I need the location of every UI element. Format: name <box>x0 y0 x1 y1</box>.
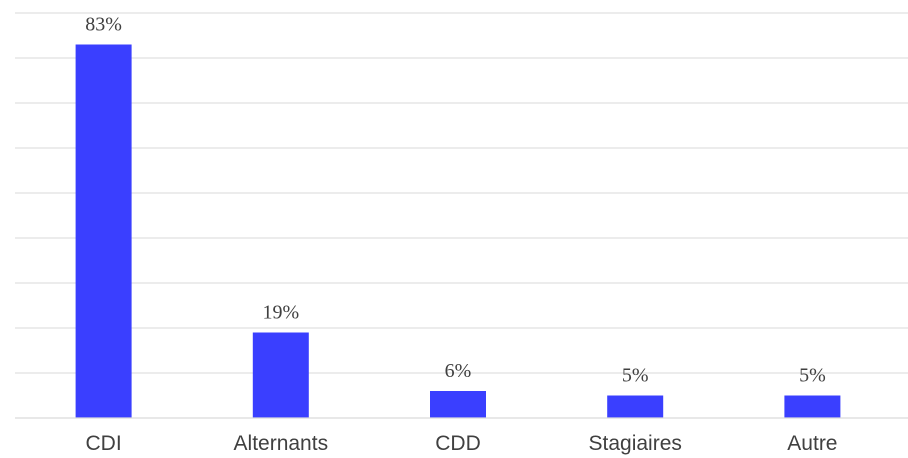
category-label-alternants: Alternants <box>234 432 329 455</box>
data-label-alternants: 19% <box>262 302 299 324</box>
bar-autre <box>784 395 841 418</box>
gridlines <box>15 12 908 374</box>
data-label-cdd: 6% <box>445 360 472 382</box>
category-label-cdi: CDI <box>86 432 122 455</box>
data-label-stagiaires: 5% <box>622 365 649 387</box>
bars <box>75 44 841 418</box>
category-label-autre: Autre <box>787 432 837 455</box>
category-labels: CDI Alternants CDD Stagiaires Autre <box>86 432 838 455</box>
category-label-cdd: CDD <box>435 432 481 455</box>
category-label-stagiaires: Stagiaires <box>589 432 682 455</box>
bar-alternants <box>252 332 309 418</box>
data-labels: 83% 19% 6% 5% 5% <box>85 14 825 387</box>
bar-cdi <box>75 44 132 418</box>
data-label-cdi: 83% <box>85 14 122 36</box>
bar-stagiaires <box>607 395 664 418</box>
data-label-autre: 5% <box>799 365 826 387</box>
bar-cdd <box>430 391 486 418</box>
